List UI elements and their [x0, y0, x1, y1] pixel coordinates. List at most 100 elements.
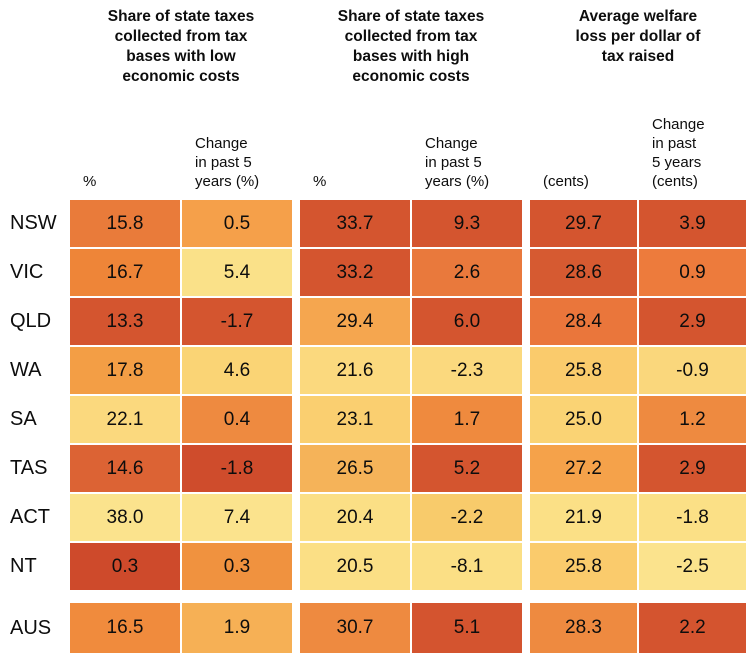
sub-column-header-line: % — [313, 173, 327, 190]
value-cell: 33.2 — [300, 249, 410, 296]
value-cell: 6.0 — [412, 298, 522, 345]
sub-column-header-line: % — [83, 173, 97, 190]
value-cell: 0.4 — [182, 396, 292, 443]
group-headers: Share of state taxes collected from tax ba… — [0, 0, 754, 100]
column-group-header-line: economic costs — [352, 68, 470, 85]
sub-column-header: % — [300, 172, 410, 191]
sub-column-header: Change in past 5 years (%) — [182, 134, 292, 191]
value-cell: 27.2 — [530, 445, 637, 492]
column-group-header-line: Average welfare — [578, 8, 698, 25]
table-row: SA 22.1 0.4 23.1 1.7 25.0 1.2 — [0, 396, 754, 443]
row-label: AUS — [10, 617, 52, 639]
value-cell: 0.5 — [182, 200, 292, 247]
sub-column-header: (cents) — [530, 172, 637, 191]
column-group-header-line: bases with high — [352, 48, 470, 65]
table-row: NT 0.3 0.3 20.5 -8.1 25.8 -2.5 — [0, 543, 754, 590]
sub-column-header: Change in past 5 years (%) — [412, 134, 522, 191]
value-cell: -8.1 — [412, 543, 522, 590]
sub-column-header: Change in past 5 years (cents) — [639, 115, 746, 191]
subheaders: % Change in past 5 years (%)% Change in past … — [0, 100, 754, 200]
value-cell: 5.1 — [412, 603, 522, 653]
column-group-header-line: collected from tax — [114, 28, 248, 45]
value-cell: 9.3 — [412, 200, 522, 247]
value-cell: 7.4 — [182, 494, 292, 541]
sub-column-header: % — [70, 172, 180, 191]
table-row: TAS 14.6 -1.8 26.5 5.2 27.2 2.9 — [0, 445, 754, 492]
value-cell: 0.3 — [182, 543, 292, 590]
value-cell: 28.4 — [530, 298, 637, 345]
value-cell: 2.9 — [639, 298, 746, 345]
value-cell: 17.8 — [70, 347, 180, 394]
value-cell: -1.8 — [182, 445, 292, 492]
value-cell: -1.8 — [639, 494, 746, 541]
table-row: QLD 13.3 -1.7 29.4 6.0 28.4 2.9 — [0, 298, 754, 345]
value-cell: 16.7 — [70, 249, 180, 296]
table-row: AUS 16.5 1.9 30.7 5.1 28.3 2.2 — [0, 603, 754, 653]
column-group-header-line: tax raised — [601, 48, 675, 65]
value-cell: 14.6 — [70, 445, 180, 492]
value-cell: 29.4 — [300, 298, 410, 345]
row-label: NSW — [10, 212, 57, 234]
value-cell: 0.9 — [639, 249, 746, 296]
row-label: SA — [10, 408, 37, 430]
column-group-header: Share of state taxes collected from tax ba… — [70, 7, 292, 100]
value-cell: 4.6 — [182, 347, 292, 394]
row-label: NT — [10, 555, 37, 577]
value-cell: 13.3 — [70, 298, 180, 345]
value-cell: 1.7 — [412, 396, 522, 443]
value-cell: 25.8 — [530, 347, 637, 394]
value-cell: 1.9 — [182, 603, 292, 653]
value-cell: 3.9 — [639, 200, 746, 247]
value-cell: -0.9 — [639, 347, 746, 394]
sub-column-header-line: (cents) — [543, 173, 589, 190]
value-cell: -2.2 — [412, 494, 522, 541]
row-label: QLD — [10, 310, 52, 332]
value-cell: 22.1 — [70, 396, 180, 443]
value-cell: 2.6 — [412, 249, 522, 296]
value-cell: 29.7 — [530, 200, 637, 247]
value-cell: 1.2 — [639, 396, 746, 443]
value-cell: 38.0 — [70, 494, 180, 541]
sub-column-header-line: Change — [652, 116, 705, 133]
row-label: TAS — [10, 457, 48, 479]
sub-column-header-line: Change — [195, 135, 248, 152]
column-group-header-line: loss per dollar of — [575, 28, 701, 45]
sub-column-header-line: in past — [652, 135, 697, 152]
value-cell: 16.5 — [70, 603, 180, 653]
column-group-header-line: Share of state taxes — [107, 8, 255, 25]
table-body: NSW 15.8 0.5 33.7 9.3 29.7 3.9 VIC 16.7 5.4 33.2 2.… — [0, 200, 754, 653]
column-group-header: Average welfare loss per dollar of tax rai… — [530, 7, 746, 100]
value-cell: 5.4 — [182, 249, 292, 296]
value-cell: -2.5 — [639, 543, 746, 590]
column-group-header: Share of state taxes collected from tax ba… — [300, 7, 522, 100]
value-cell: 21.9 — [530, 494, 637, 541]
column-group-header-line: economic costs — [122, 68, 240, 85]
value-cell: -1.7 — [182, 298, 292, 345]
table-row: VIC 16.7 5.4 33.2 2.6 28.6 0.9 — [0, 249, 754, 296]
value-cell: 15.8 — [70, 200, 180, 247]
value-cell: 28.6 — [530, 249, 637, 296]
value-cell: -2.3 — [412, 347, 522, 394]
column-group-header-line: Share of state taxes — [337, 8, 485, 25]
value-cell: 20.5 — [300, 543, 410, 590]
sub-column-header-line: Change — [425, 135, 478, 152]
sub-column-header-line: in past 5 — [195, 154, 252, 171]
sub-column-header-line: years (%) — [425, 173, 490, 190]
sub-column-header-line: in past 5 — [425, 154, 482, 171]
sub-column-header-line: years (%) — [195, 173, 260, 190]
value-cell: 5.2 — [412, 445, 522, 492]
value-cell: 2.9 — [639, 445, 746, 492]
row-label: WA — [10, 359, 42, 381]
value-cell: 2.2 — [639, 603, 746, 653]
value-cell: 30.7 — [300, 603, 410, 653]
column-group-header-line: collected from tax — [344, 28, 478, 45]
value-cell: 21.6 — [300, 347, 410, 394]
value-cell: 25.8 — [530, 543, 637, 590]
table-row: NSW 15.8 0.5 33.7 9.3 29.7 3.9 — [0, 200, 754, 247]
sub-column-header-line: 5 years — [652, 154, 702, 171]
value-cell: 0.3 — [70, 543, 180, 590]
value-cell: 33.7 — [300, 200, 410, 247]
row-label: VIC — [10, 261, 44, 283]
value-cell: 20.4 — [300, 494, 410, 541]
